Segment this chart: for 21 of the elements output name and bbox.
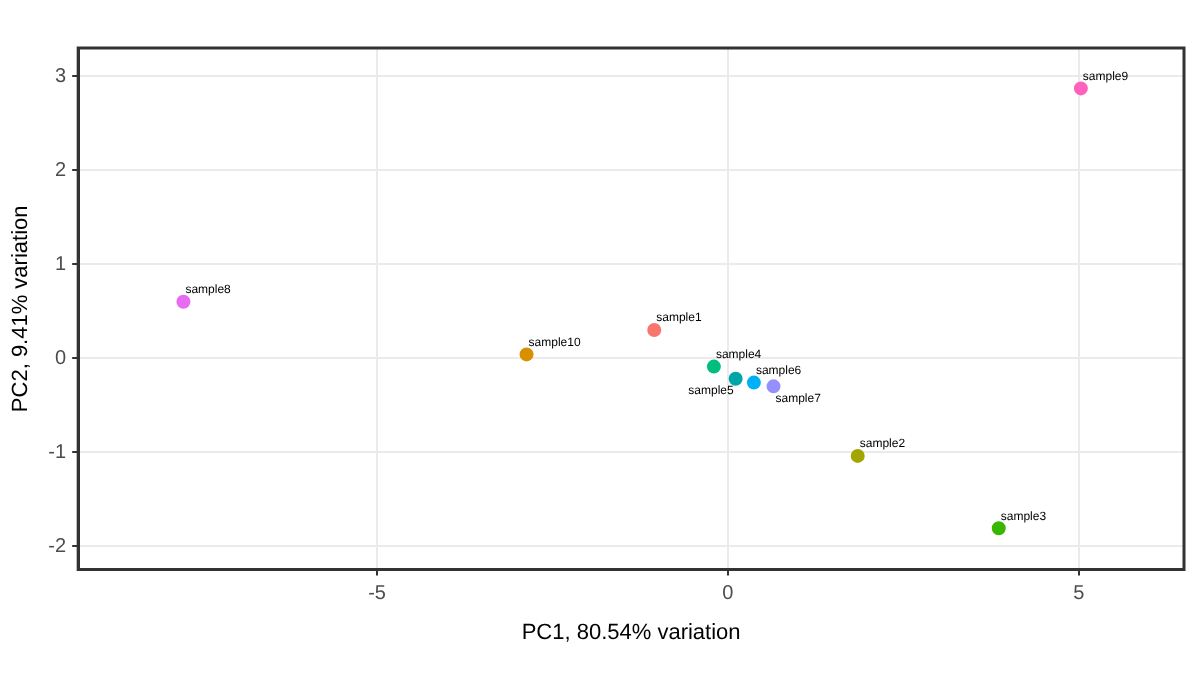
y-tick-label: 2 — [55, 159, 68, 182]
y-tick-label: -2 — [48, 535, 68, 558]
point — [706, 359, 721, 374]
point — [850, 448, 865, 463]
y-tick-label: 0 — [55, 347, 68, 370]
point — [176, 294, 191, 309]
point — [766, 379, 781, 394]
point — [1073, 81, 1088, 96]
y-tick-label: 1 — [55, 253, 68, 276]
x-axis-title: PC1, 80.54% variation — [521, 620, 741, 645]
x-tick-label: 5 — [1073, 583, 1086, 606]
x-tick-label: 0 — [722, 583, 735, 606]
point — [728, 371, 743, 386]
point — [519, 347, 534, 362]
y-tick-label: 3 — [55, 65, 68, 88]
point — [991, 521, 1006, 536]
point — [746, 375, 761, 390]
point — [647, 322, 662, 337]
x-tick-label: -5 — [368, 583, 387, 606]
y-tick-label: -1 — [48, 441, 68, 464]
y-axis-title: PC2, 9.41% variation — [9, 205, 34, 413]
